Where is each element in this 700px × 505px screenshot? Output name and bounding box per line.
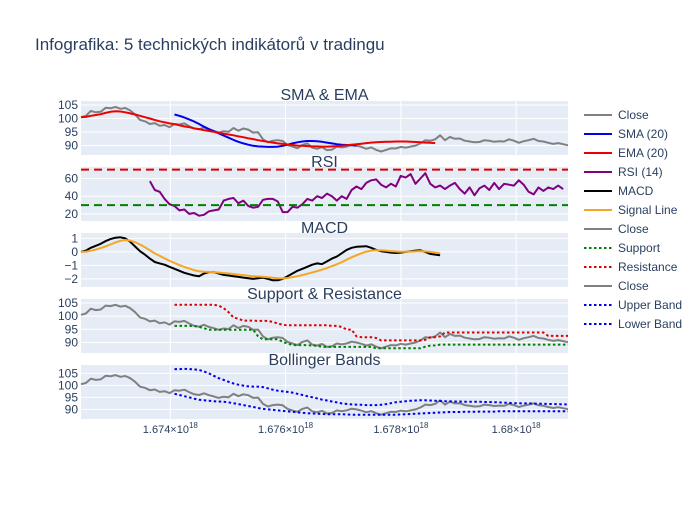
y-tick-label: 40: [65, 189, 79, 203]
y-tick-label: 105: [58, 296, 78, 310]
legend-item[interactable]: Lower Band: [584, 317, 682, 331]
x-tick-label: 1.674×1018: [143, 421, 199, 436]
y-tick-label: 1: [71, 231, 78, 245]
legend-item[interactable]: Upper Band: [584, 298, 682, 312]
legend-label: Close: [618, 108, 649, 122]
series-rsi-14-: [149, 172, 564, 217]
y-tick-label: 95: [65, 390, 79, 404]
legend-item[interactable]: MACD: [584, 184, 654, 198]
y-tick-label: 60: [65, 172, 79, 186]
series-upper-band: [174, 367, 568, 407]
legend-item[interactable]: RSI (14): [584, 165, 663, 179]
legend-label: RSI (14): [618, 165, 663, 179]
series-signal-line: [80, 239, 441, 280]
legend-item[interactable]: EMA (20): [584, 146, 668, 160]
legend-item[interactable]: Signal Line: [584, 203, 678, 217]
legend-label: MACD: [618, 184, 654, 198]
series-close: [80, 303, 569, 350]
y-tick-label: 20: [65, 207, 79, 221]
y-tick-label: 100: [58, 309, 78, 323]
plot-area: [81, 233, 568, 287]
subplot-title: RSI: [311, 154, 338, 171]
y-tick-label: 90: [65, 402, 79, 416]
panel-macd: −2−101 MACD: [64, 220, 568, 287]
series-sma-20-: [174, 113, 357, 148]
series-close: [80, 105, 569, 153]
x-tick-label: 1.678×1018: [373, 421, 429, 436]
series-close: [80, 374, 569, 416]
legend-item[interactable]: Support: [584, 241, 661, 255]
legend-item[interactable]: Close: [584, 108, 649, 122]
series-lower-band: [174, 392, 568, 416]
series-resistance: [174, 303, 568, 342]
legend-label: SMA (20): [618, 127, 668, 141]
y-tick-label: −2: [64, 272, 78, 286]
subplot-title: Support & Resistance: [247, 286, 402, 303]
y-tick-label: 105: [58, 366, 78, 380]
y-tick-label: −1: [64, 258, 78, 272]
subplot-title: MACD: [301, 220, 348, 237]
x-tick-label: 1.676×1018: [258, 421, 314, 436]
legend[interactable]: Close SMA (20) EMA (20) RSI (14) MACD Signal …: [584, 108, 682, 331]
y-tick-label: 100: [58, 378, 78, 392]
legend-label: Upper Band: [618, 298, 682, 312]
y-tick-label: 0: [71, 245, 78, 259]
plot-area: [81, 167, 568, 221]
legend-label: Support: [618, 241, 661, 255]
legend-label: Lower Band: [618, 317, 682, 331]
legend-label: Signal Line: [618, 203, 678, 217]
series-ema-20-: [80, 110, 436, 148]
subplot-title: Bollinger Bands: [268, 352, 380, 369]
legend-label: Close: [618, 279, 649, 293]
x-tick-label: 1.68×1018: [492, 421, 542, 436]
x-axis: 1.674×1018 1.676×1018 1.678×1018 1.68×1018: [143, 421, 541, 436]
legend-item[interactable]: Resistance: [584, 260, 678, 274]
y-tick-label: 90: [65, 139, 79, 153]
y-tick-label: 90: [65, 335, 79, 349]
panel-rsi: 20 40 60 RSI: [65, 154, 568, 221]
legend-item[interactable]: SMA (20): [584, 127, 668, 141]
legend-label: Close: [618, 222, 649, 236]
legend-item[interactable]: Close: [584, 222, 649, 236]
y-tick-label: 100: [58, 112, 78, 126]
y-tick-label: 105: [58, 98, 78, 112]
chart-title: Infografika: 5 technických indikátorů v …: [35, 35, 385, 54]
subplot-title: SMA & EMA: [280, 87, 368, 104]
series-support: [174, 324, 568, 350]
legend-item[interactable]: Close: [584, 279, 649, 293]
y-tick-label: 95: [65, 125, 79, 139]
y-tick-label: 95: [65, 322, 79, 336]
legend-label: Resistance: [618, 260, 678, 274]
legend-label: EMA (20): [618, 146, 668, 160]
